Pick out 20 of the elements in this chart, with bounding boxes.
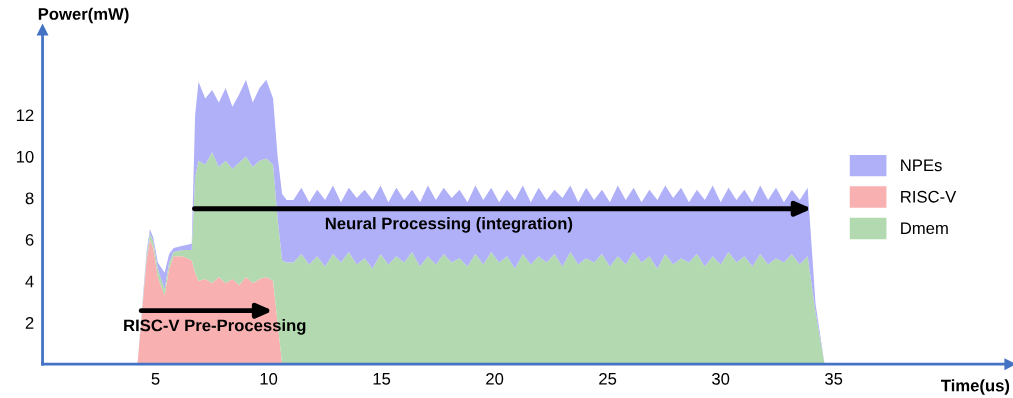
y-axis-title: Power(mW)	[38, 7, 129, 24]
x-tick-label: 25	[599, 372, 617, 385]
annotation: Neural Processing (integration)	[325, 217, 573, 233]
y-tick-label: 4	[25, 275, 34, 288]
annotation: RISC-V Pre-Processing	[124, 319, 306, 335]
y-tick-label: 6	[25, 233, 34, 246]
x-tick-label: 30	[712, 372, 730, 385]
x-tick-label: 5	[151, 373, 160, 385]
legend-label: RISC-V	[901, 190, 957, 203]
legend-label: NPEs	[901, 159, 942, 172]
legend-label: Dmem	[901, 222, 948, 235]
y-tick-label: 12	[16, 109, 34, 122]
x-tick-label: 20	[486, 372, 504, 385]
x-tick-label: 15	[373, 373, 391, 385]
y-tick-label: 10	[16, 150, 34, 163]
x-tick-label: 35	[825, 372, 843, 385]
x-tick-label: 10	[260, 372, 278, 385]
y-tick-label: 2	[25, 317, 34, 329]
y-tick-label: 8	[25, 192, 34, 205]
x-axis-title: Time(us)	[940, 379, 1010, 395]
